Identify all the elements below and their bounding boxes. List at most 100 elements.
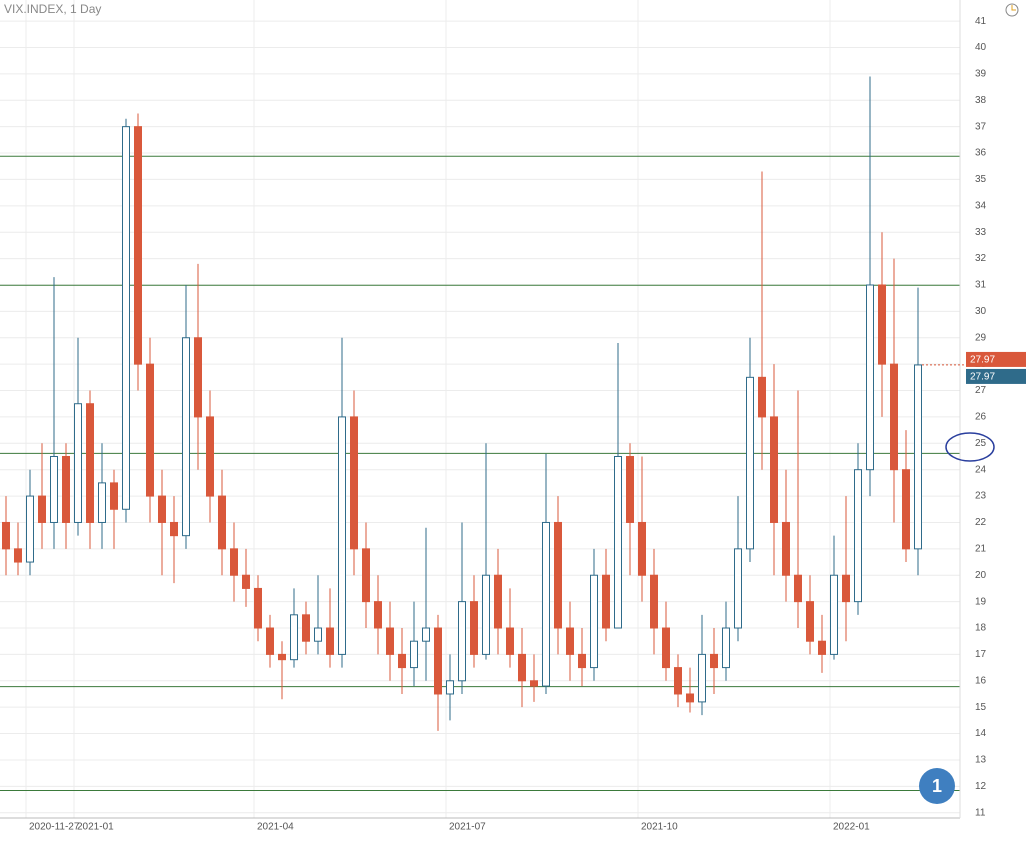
- candle-body: [62, 455, 70, 523]
- candle-body: [590, 574, 598, 669]
- clock-icon[interactable]: [1005, 3, 1019, 17]
- candle-body: [506, 627, 514, 655]
- candle-body: [746, 376, 754, 550]
- candle-body: [266, 627, 274, 655]
- y-tick-label: 21: [975, 543, 987, 554]
- y-tick-label: 29: [975, 332, 987, 343]
- candle-body: [806, 601, 814, 642]
- candle-body: [914, 364, 922, 550]
- y-tick-label: 39: [975, 69, 987, 80]
- candle-body: [134, 126, 142, 365]
- candle-body: [302, 614, 310, 642]
- candle-body: [674, 667, 682, 695]
- candle-body: [458, 601, 466, 682]
- candle-body: [398, 653, 406, 669]
- candle-body: [374, 601, 382, 629]
- candle-body: [470, 601, 478, 655]
- y-tick-label: 30: [975, 306, 987, 317]
- candle-body: [242, 574, 250, 589]
- y-tick-label: 33: [975, 227, 987, 238]
- candle-body: [890, 363, 898, 471]
- candle-body: [734, 548, 742, 629]
- y-tick-label: 27: [975, 385, 987, 396]
- candle-body: [122, 126, 130, 510]
- y-tick-label: 11: [975, 807, 986, 818]
- candle-body: [686, 693, 694, 703]
- y-tick-label: 26: [975, 412, 987, 423]
- candle-body: [290, 614, 298, 661]
- candle-body: [626, 455, 634, 523]
- candle-body: [158, 495, 166, 523]
- candle-body: [38, 495, 46, 523]
- y-tick-label: 23: [975, 491, 987, 502]
- candle-body: [662, 627, 670, 669]
- x-tick-label: 2021-04: [257, 822, 294, 833]
- candle-body: [578, 653, 586, 669]
- candle-body: [770, 416, 778, 523]
- y-tick-label: 15: [975, 702, 987, 713]
- candle-body: [74, 403, 82, 523]
- candle-body: [722, 627, 730, 669]
- highlight-ellipse: [945, 432, 995, 462]
- candle-body: [254, 587, 262, 629]
- candle-body: [194, 337, 202, 418]
- y-tick-label: 41: [975, 16, 987, 27]
- y-tick-label: 20: [975, 570, 987, 581]
- y-tick-label: 14: [975, 728, 987, 739]
- x-tick-label: 2021-01: [77, 822, 114, 833]
- candle-body: [50, 455, 58, 523]
- candle-body: [482, 574, 490, 655]
- y-tick-label: 12: [975, 781, 987, 792]
- candle-body: [338, 416, 346, 655]
- candle-body: [794, 574, 802, 603]
- candle-body: [422, 627, 430, 642]
- y-tick-label: 19: [975, 596, 987, 607]
- candle-body: [854, 469, 862, 603]
- y-tick-label: 25: [975, 438, 987, 449]
- candle-body: [110, 482, 118, 510]
- x-tick-label: 2021-10: [641, 822, 678, 833]
- y-tick-label: 37: [975, 121, 987, 132]
- price-marker: [966, 351, 1026, 367]
- candle-body: [782, 521, 790, 576]
- candle-body: [638, 521, 646, 576]
- chart-title: VIX.INDEX, 1 Day: [4, 2, 101, 16]
- y-tick-label: 24: [975, 464, 987, 475]
- y-tick-label: 16: [975, 675, 987, 686]
- candle-body: [314, 627, 322, 642]
- candle-body: [446, 680, 454, 695]
- candle-body: [698, 653, 706, 703]
- candle-body: [326, 627, 334, 655]
- candle-body: [650, 574, 658, 629]
- candle-body: [230, 548, 238, 576]
- candle-body: [206, 416, 214, 497]
- candle-body: [170, 521, 178, 537]
- candle-body: [86, 403, 94, 523]
- y-tick-label: 22: [975, 517, 987, 528]
- y-tick-label: 36: [975, 148, 987, 159]
- candle-body: [830, 574, 838, 655]
- y-tick-label: 13: [975, 755, 987, 766]
- marks: [2, 76, 922, 731]
- candle-body: [866, 284, 874, 471]
- y-tick-label: 35: [975, 174, 987, 185]
- candle-body: [494, 574, 502, 629]
- candle-body: [182, 337, 190, 537]
- y-tick-label: 40: [975, 42, 987, 53]
- candle-body: [14, 548, 22, 563]
- candle-body: [542, 521, 550, 687]
- candle-body: [602, 574, 610, 629]
- candle-body: [434, 627, 442, 695]
- x-tick-label: 2020-11-27: [29, 822, 80, 833]
- price-marker-label: 27.97: [970, 372, 995, 383]
- candle-body: [818, 640, 826, 655]
- y-tick-label: 31: [975, 280, 987, 291]
- annotation-text: 1: [932, 776, 942, 796]
- annotation-badge: [919, 768, 955, 804]
- candle-body: [710, 653, 718, 669]
- y-tick-label: 38: [975, 95, 987, 106]
- candle-body: [146, 363, 154, 497]
- candle-body: [26, 495, 34, 563]
